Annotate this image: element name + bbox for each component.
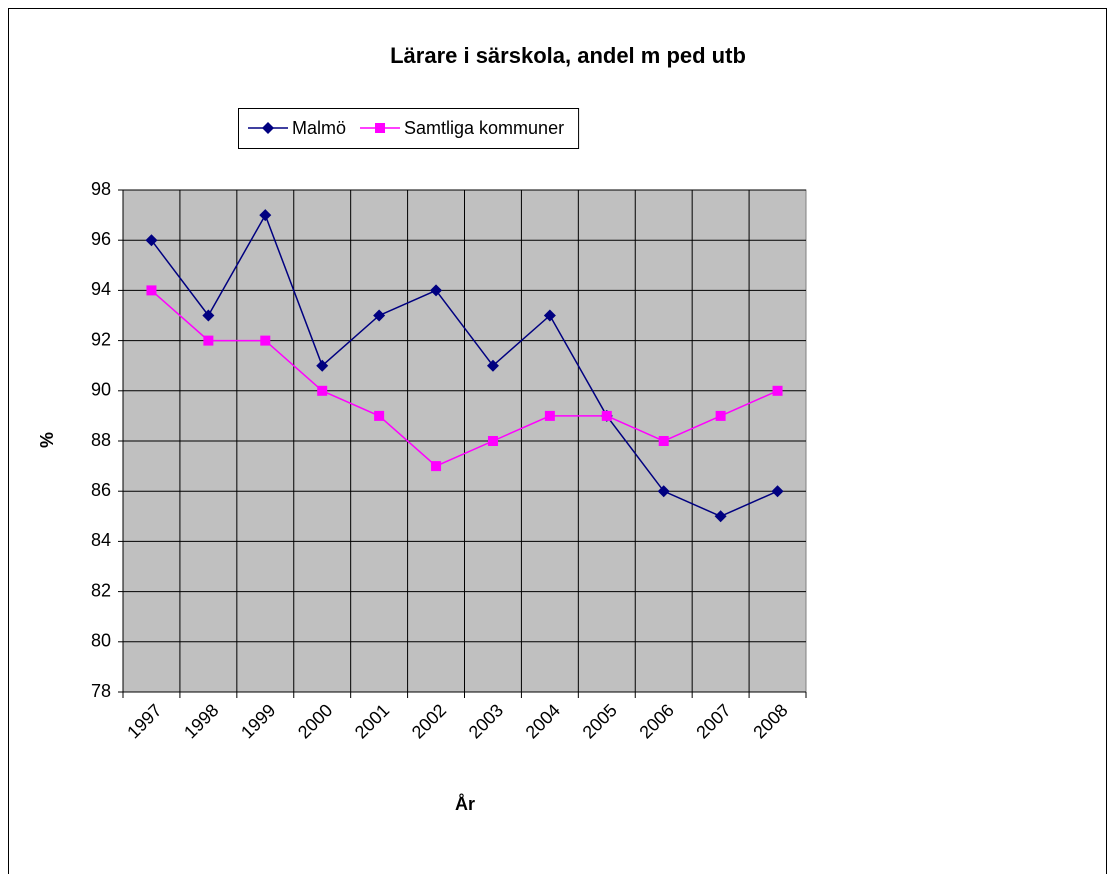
y-axis-title: % (37, 432, 57, 448)
point-marker (486, 359, 499, 372)
point-marker (202, 309, 215, 322)
point-marker (714, 510, 727, 523)
series-line (150, 289, 778, 467)
y-tick-label: 84 (91, 530, 111, 550)
point-marker (316, 359, 329, 372)
y-tick-label: 94 (91, 279, 111, 299)
y-tick-label: 92 (91, 329, 111, 349)
point-marker (374, 410, 385, 421)
point-marker (772, 385, 783, 396)
point-marker (487, 436, 498, 446)
y-tick-label: 82 (91, 580, 111, 600)
legend: Malmö Samtliga kommuner (238, 108, 580, 149)
point-marker (543, 309, 556, 322)
legend-label: Malmö (292, 118, 346, 138)
point-marker (430, 284, 443, 297)
point-marker (544, 410, 555, 421)
point-marker (373, 309, 386, 322)
point-marker (601, 410, 612, 421)
point-marker (259, 209, 272, 222)
point-marker (771, 485, 784, 498)
y-tick-label: 78 (91, 681, 111, 701)
legend-marker (375, 123, 386, 133)
legend-marker (262, 122, 274, 134)
y-tick-label: 96 (91, 229, 111, 249)
y-tick-label: 90 (91, 380, 111, 400)
point-marker (657, 485, 670, 498)
point-marker (715, 410, 726, 421)
point-marker (658, 436, 669, 446)
point-marker (317, 385, 328, 396)
legend-box (238, 108, 580, 149)
legend-label: Samtliga kommuner (404, 118, 564, 138)
point-marker (431, 461, 442, 472)
x-axis-title: År (455, 794, 475, 814)
point-marker (146, 285, 157, 296)
chart-title: Lärare i särskola, andel m ped utb (390, 43, 746, 68)
series-line (150, 213, 778, 518)
y-tick-label: 80 (91, 631, 111, 651)
y-tick-label: 86 (91, 480, 111, 500)
point-marker (203, 335, 214, 346)
y-tick-label: 88 (91, 430, 111, 450)
y-tick-label: 98 (91, 179, 111, 199)
point-marker (260, 335, 271, 346)
point-marker (145, 234, 158, 247)
